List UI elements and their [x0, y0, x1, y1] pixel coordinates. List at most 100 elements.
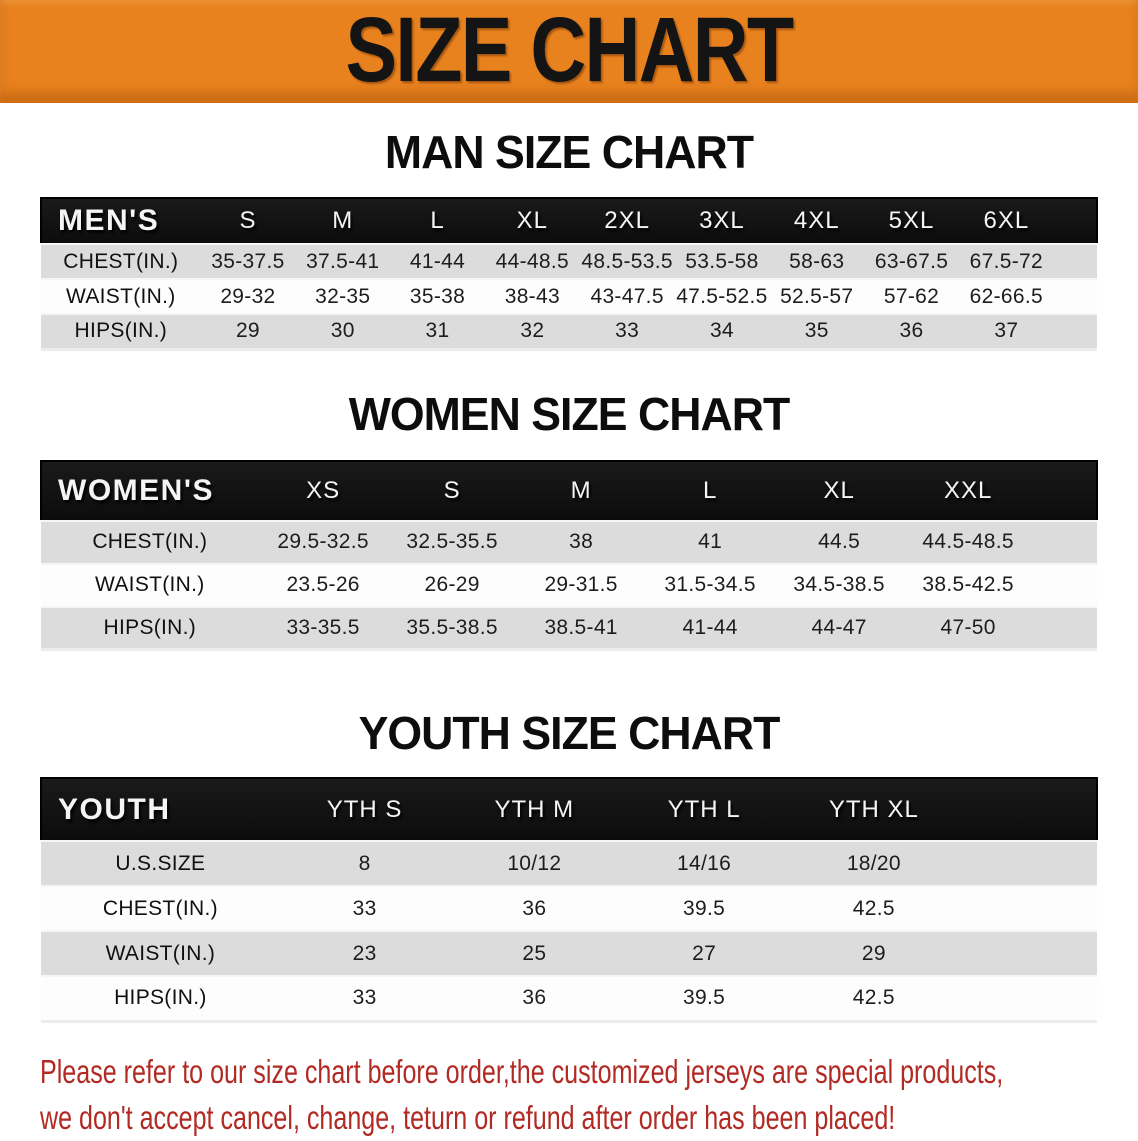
- table-cell: 32: [520, 319, 545, 343]
- table-cell: 41: [698, 530, 723, 553]
- table-cell: 36: [522, 986, 547, 1010]
- column-header: M: [332, 207, 354, 234]
- table-row: HIPS(IN.) 33 36 39.5 42.5: [41, 976, 1097, 1021]
- table-cell: 35.5-38.5: [406, 615, 498, 639]
- table-cell: 38: [569, 530, 594, 553]
- table-cell: 8: [358, 851, 371, 875]
- table-cell: 39.5: [683, 896, 726, 920]
- table-cell: 44-48.5: [495, 249, 569, 273]
- column-header: L: [430, 207, 445, 234]
- row-label: HIPS(IN.): [74, 319, 168, 343]
- table-cell: 32-35: [315, 284, 371, 308]
- table-header-row: WOMEN'S XS S M L XL XXL: [41, 460, 1097, 521]
- table-row: HIPS(IN.) 29 30 31 32 33 34 35 36 37: [41, 314, 1097, 349]
- table-cell: 26-29: [424, 573, 480, 596]
- table-cell: 23: [352, 941, 377, 965]
- table-cell: 38.5-42.5: [922, 573, 1014, 596]
- row-label: WAIST(IN.): [95, 573, 205, 596]
- table-cell: 23.5-26: [286, 573, 360, 596]
- table-cell: 29: [861, 941, 886, 965]
- spacer-cell: [959, 778, 1097, 841]
- column-header: YTH M: [494, 795, 575, 823]
- table-row: WAIST(IN.) 23 25 27 29: [41, 931, 1097, 976]
- row-label: WAIST(IN.): [66, 284, 176, 308]
- row-label: CHEST(IN.): [63, 249, 179, 273]
- table-cell: 25: [522, 941, 547, 965]
- table-cell: 47-50: [940, 615, 996, 639]
- table-cell: 10/12: [507, 851, 562, 875]
- table-cell: 33-35.5: [286, 615, 360, 639]
- column-header: L: [702, 476, 718, 504]
- table-row: U.S.SIZE 8 10/12 14/16 18/20: [41, 841, 1097, 886]
- column-header: XL: [823, 476, 855, 504]
- table-cell: 33: [615, 319, 640, 343]
- table-cell: 35-38: [409, 284, 466, 308]
- table-cell: 30: [330, 319, 355, 343]
- column-header: 6XL: [983, 207, 1030, 234]
- table-corner-label: YOUTH: [58, 792, 171, 826]
- row-label: U.S.SIZE: [115, 851, 206, 875]
- spacer-cell: [959, 886, 1097, 931]
- spacer-cell: [959, 841, 1097, 886]
- column-header: S: [239, 207, 257, 234]
- womens-size-table: WOMEN'S XS S M L XL XXL CHEST(IN.) 29.5-32.5 32.5…: [40, 460, 1098, 651]
- column-header: 5XL: [888, 207, 935, 234]
- table-cell: 41-44: [409, 249, 466, 273]
- table-header-row: YOUTH YTH S YTH M YTH L YTH XL: [41, 778, 1097, 841]
- table-row: HIPS(IN.) 33-35.5 35.5-38.5 38.5-41 41-44 44-…: [41, 606, 1097, 650]
- table-cell: 32.5-35.5: [406, 530, 498, 553]
- spacer-cell: [1054, 279, 1097, 314]
- column-header: YTH XL: [828, 795, 919, 823]
- section-title-youth: YOUTH SIZE CHART: [358, 707, 781, 759]
- table-cell: 44.5: [818, 530, 861, 553]
- table-cell: 63-67.5: [874, 249, 949, 273]
- table-cell: 37: [994, 319, 1019, 343]
- table-cell: 52.5-57: [780, 284, 854, 308]
- table-cell: 36: [522, 896, 547, 920]
- table-cell: 31.5-34.5: [664, 573, 756, 596]
- table-cell: 53.5-58: [685, 249, 759, 273]
- table-cell: 35-37.5: [211, 249, 285, 273]
- spacer-cell: [1054, 314, 1097, 349]
- table-cell: 44.5-48.5: [922, 530, 1014, 553]
- spacer-cell: [1054, 244, 1097, 279]
- table-cell: 35: [804, 319, 829, 343]
- row-label: WAIST(IN.): [105, 941, 216, 965]
- table-cell: 57-62: [883, 284, 940, 308]
- table-cell: 38-43: [504, 284, 560, 308]
- table-cell: 29-31.5: [544, 573, 618, 596]
- table-cell: 48.5-53.5: [581, 249, 673, 273]
- table-cell: 29: [235, 319, 260, 343]
- table-cell: 47.5-52.5: [676, 284, 768, 308]
- spacer-cell: [1033, 607, 1097, 650]
- table-cell: 33: [352, 986, 377, 1010]
- section-title-men: MAN SIZE CHART: [384, 126, 754, 178]
- table-cell: 36: [899, 319, 924, 343]
- table-corner-label: MEN'S: [58, 204, 160, 237]
- table-cell: 58-63: [789, 249, 845, 273]
- table-cell: 42.5: [852, 986, 895, 1010]
- table-cell: 18/20: [846, 851, 901, 875]
- column-header: 3XL: [699, 207, 745, 234]
- table-cell: 43-47.5: [590, 284, 664, 308]
- table-row: WAIST(IN.) 23.5-26 26-29 29-31.5 31.5-34.5 34…: [41, 563, 1097, 607]
- table-row: CHEST(IN.) 33 36 39.5 42.5: [41, 886, 1097, 931]
- table-cell: 34: [709, 319, 734, 343]
- table-row: CHEST(IN.) 35-37.5 37.5-41 41-44 44-48.5 48.5…: [41, 244, 1097, 279]
- column-header: XXL: [943, 476, 993, 504]
- section-title-women: WOMEN SIZE CHART: [348, 387, 791, 440]
- table-header-row: MEN'S S M L XL 2XL 3XL 4XL 5XL 6XL: [41, 198, 1097, 244]
- table-cell: 41-44: [682, 615, 738, 639]
- column-header: YTH S: [326, 795, 403, 823]
- spacer-cell: [959, 976, 1097, 1021]
- table-cell: 39.5: [683, 986, 726, 1010]
- column-header: S: [443, 476, 461, 504]
- table-corner-label: WOMEN'S: [58, 473, 214, 507]
- table-cell: 44-47: [811, 615, 867, 639]
- table-cell: 29.5-32.5: [277, 530, 369, 553]
- row-label: HIPS(IN.): [114, 986, 207, 1010]
- disclaimer-line-1: Please refer to our size chart before or…: [40, 1052, 1004, 1090]
- table-cell: 31: [425, 319, 450, 343]
- table-row: CHEST(IN.) 29.5-32.5 32.5-35.5 38 41 44.5 44.5…: [41, 520, 1097, 564]
- table-cell: 29-32: [220, 284, 276, 308]
